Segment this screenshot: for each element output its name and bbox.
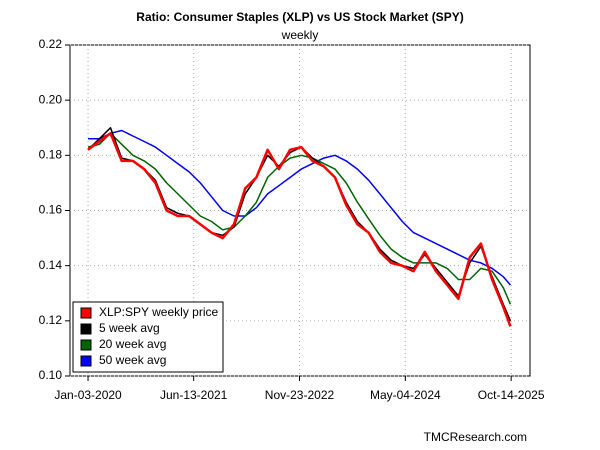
series-line: [87, 132, 512, 327]
x-tick-label: Jun-13-2021: [160, 388, 228, 402]
legend-label: XLP:SPY weekly price: [99, 305, 218, 319]
x-tick-label: Jan-03-2020: [54, 388, 122, 402]
y-tick-label: 0.22: [39, 37, 63, 51]
y-tick-label: 0.12: [39, 313, 63, 327]
y-tick-label: 0.10: [39, 368, 63, 382]
series-line: [88, 129, 511, 286]
legend-swatch: [80, 307, 92, 319]
series-line: [87, 132, 512, 305]
x-tick-label: Oct-14-2025: [478, 388, 545, 402]
x-tick-label: Nov-23-2022: [265, 388, 335, 402]
y-tick-label: 0.20: [39, 92, 63, 106]
y-tick-label: 0.14: [39, 258, 63, 272]
chart-subtitle: weekly: [281, 28, 319, 42]
legend-swatch: [80, 323, 92, 335]
legend-swatch: [80, 339, 92, 351]
chart-title: Ratio: Consumer Staples (XLP) vs US Stoc…: [136, 10, 463, 24]
x-tick-label: May-04-2024: [370, 388, 441, 402]
source-note: TMCResearch.com: [424, 430, 527, 444]
legend-box: [72, 301, 224, 373]
legend-label: 50 week avg: [99, 353, 166, 367]
legend-label: 20 week avg: [99, 337, 166, 351]
legend-swatch: [80, 355, 92, 367]
series-line: [87, 127, 512, 322]
y-tick-label: 0.18: [39, 148, 63, 162]
legend-label: 5 week avg: [99, 321, 160, 335]
y-tick-label: 0.16: [39, 203, 63, 217]
